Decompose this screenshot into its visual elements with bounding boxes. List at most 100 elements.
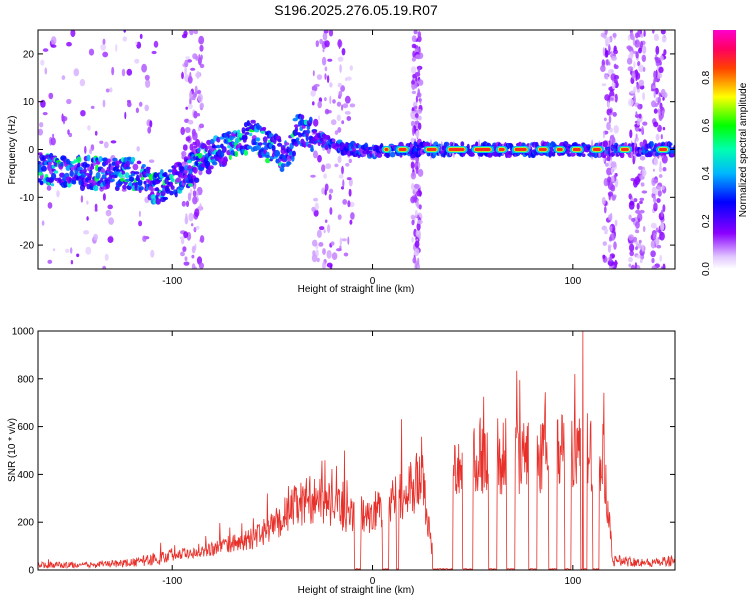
heatmap-noise-cell bbox=[192, 190, 197, 197]
heatmap-noise-cell bbox=[339, 64, 342, 73]
heatmap-noise-cell bbox=[199, 102, 204, 109]
heatmap-noise-cell bbox=[86, 216, 89, 221]
heatmap-noise-cell bbox=[200, 54, 203, 61]
heatmap-noise-cell bbox=[86, 200, 89, 205]
heatmap-noise-cell bbox=[196, 113, 201, 117]
snr-ytick-label: 200 bbox=[17, 518, 34, 529]
heatmap-noise-cell bbox=[641, 190, 648, 194]
heatmap-noise-cell bbox=[640, 33, 644, 38]
heatmap-ridge-cell bbox=[98, 156, 103, 163]
heatmap-noise-cell bbox=[344, 95, 351, 104]
heatmap-ridge-cell bbox=[53, 170, 59, 174]
heatmap-ridge-cell bbox=[307, 123, 312, 127]
heatmap-ridge-cell bbox=[83, 167, 87, 174]
heatmap-noise-cell bbox=[183, 261, 190, 266]
heatmap-ridge-cell bbox=[312, 130, 317, 134]
heatmap-ridge-cell bbox=[86, 154, 91, 162]
heatmap-noise-cell bbox=[605, 162, 609, 167]
heatmap-noise-cell bbox=[135, 107, 139, 114]
heatmap-noise-cell bbox=[635, 51, 639, 59]
heatmap-ridge-cell bbox=[211, 145, 218, 149]
heatmap-noise-cell bbox=[652, 168, 655, 172]
heatmap-noise-cell bbox=[321, 56, 327, 66]
heatmap-noise-cell bbox=[136, 146, 140, 152]
heatmap-ridge-cell bbox=[122, 184, 127, 190]
heatmap-noise-cell bbox=[415, 95, 418, 103]
heatmap-noise-cell bbox=[419, 97, 422, 105]
heatmap-noise-cell bbox=[635, 133, 638, 139]
heatmap-noise-cell bbox=[191, 95, 196, 101]
heatmap-noise-cell bbox=[181, 150, 187, 157]
heatmap-noise-cell bbox=[324, 66, 328, 72]
heatmap-ridge-cell bbox=[129, 176, 135, 182]
heatmap-noise-cell bbox=[638, 47, 642, 54]
heatmap-noise-cell bbox=[324, 183, 329, 192]
heatmap-ridge-cell bbox=[581, 153, 586, 157]
heatmap-noise-cell bbox=[192, 141, 197, 146]
heatmap-noise-cell bbox=[342, 199, 348, 205]
heatmap-noise-cell bbox=[635, 209, 641, 214]
heatmap-noise-cell bbox=[655, 227, 659, 233]
heatmap-ridge-cell bbox=[153, 172, 159, 178]
heatmap-ridge-cell bbox=[262, 141, 268, 146]
heatmap-noise-cell bbox=[653, 202, 658, 209]
heatmap-noise-cell bbox=[410, 110, 416, 120]
heatmap-noise-cell bbox=[659, 73, 663, 78]
heatmap-noise-cell bbox=[639, 156, 646, 161]
heatmap-noise-cell bbox=[310, 174, 316, 178]
heatmap-ridge-cell bbox=[162, 196, 169, 201]
heatmap-noise-cell bbox=[346, 177, 352, 181]
heatmap-noise-cell bbox=[191, 223, 194, 227]
heatmap-noise-cell bbox=[189, 71, 192, 81]
heatmap-noise-cell bbox=[660, 209, 664, 218]
heatmap-ridge-cell bbox=[639, 141, 644, 147]
heatmap-noise-cell bbox=[640, 182, 645, 187]
heatmap-noise-cell bbox=[138, 101, 143, 107]
heatmap-noise-cell bbox=[199, 44, 204, 52]
heatmap-noise-cell bbox=[324, 40, 330, 48]
heatmap-noise-cell bbox=[142, 235, 147, 242]
heatmap-noise-cell bbox=[336, 101, 342, 107]
heatmap-ridge-cell bbox=[205, 168, 212, 175]
heatmap-noise-cell bbox=[315, 40, 319, 48]
heatmap-noise-cell bbox=[611, 195, 616, 201]
spectrogram-xtick-label: 0 bbox=[370, 276, 376, 287]
heatmap-ridge-cell bbox=[38, 172, 44, 176]
heatmap-noise-cell bbox=[611, 55, 617, 61]
heatmap-noise-cell bbox=[658, 166, 663, 173]
heatmap-noise-cell bbox=[197, 93, 203, 103]
heatmap-noise-cell bbox=[42, 112, 48, 116]
heatmap-noise-cell bbox=[652, 179, 659, 184]
heatmap-ridge-cell bbox=[84, 163, 91, 168]
heatmap-noise-cell bbox=[56, 190, 60, 198]
heatmap-noise-cell bbox=[191, 263, 196, 269]
colorbar-tick-label: 0.6 bbox=[701, 118, 712, 132]
heatmap-noise-cell bbox=[629, 90, 636, 94]
heatmap-noise-cell bbox=[417, 35, 422, 43]
heatmap-ridge-cell bbox=[306, 130, 311, 134]
heatmap-noise-cell bbox=[663, 49, 667, 56]
heatmap-noise-cell bbox=[329, 95, 332, 105]
heatmap-ridge-cell bbox=[284, 142, 290, 146]
heatmap-noise-cell bbox=[415, 54, 422, 60]
heatmap-noise-cell bbox=[631, 217, 636, 222]
heatmap-noise-cell bbox=[76, 253, 80, 258]
heatmap-noise-cell bbox=[85, 246, 92, 255]
heatmap-noise-cell bbox=[642, 66, 646, 73]
spectrogram-x-axis-label: Height of straight line (km) bbox=[298, 284, 415, 295]
heatmap-ridge-cell bbox=[529, 148, 533, 152]
heatmap-noise-cell bbox=[613, 63, 617, 69]
heatmap-noise-cell bbox=[654, 33, 659, 39]
heatmap-noise-cell bbox=[40, 59, 45, 66]
heatmap-ridge-cell bbox=[243, 149, 249, 156]
heatmap-noise-cell bbox=[628, 214, 632, 220]
heatmap-ridge-cell bbox=[619, 151, 625, 159]
heatmap-noise-cell bbox=[417, 109, 423, 114]
heatmap-ridge-cell bbox=[562, 141, 569, 147]
heatmap-noise-cell bbox=[121, 68, 126, 77]
heatmap-noise-cell bbox=[410, 120, 415, 127]
heatmap-noise-cell bbox=[100, 43, 107, 51]
heatmap-ridge-cell bbox=[668, 142, 672, 147]
heatmap-ridge-cell bbox=[208, 165, 214, 170]
heatmap-noise-cell bbox=[613, 241, 617, 250]
